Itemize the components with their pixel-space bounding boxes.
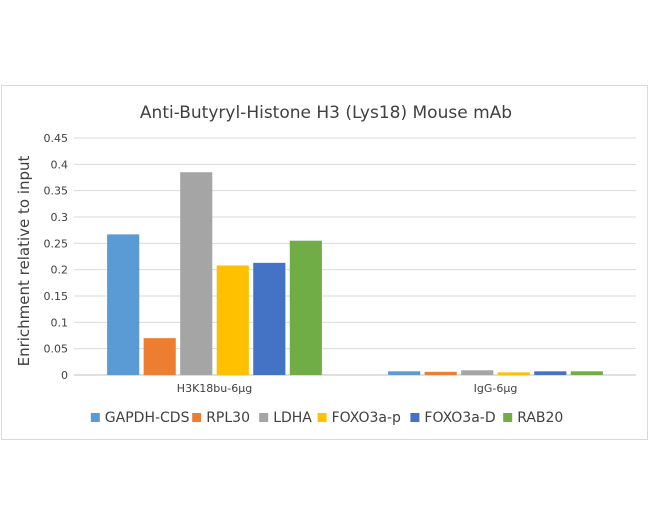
y-tick-label: 0.15 [44, 290, 69, 303]
bar-gapdh-cds-1 [388, 371, 421, 375]
bar-ldha-0 [180, 172, 213, 375]
bar-rpl30-1 [424, 371, 457, 375]
y-tick-label: 0.1 [51, 316, 69, 329]
chart-title: Anti-Butyryl-Histone H3 (Lys18) Mouse mA… [140, 103, 512, 123]
legend-label-foxo3a-d: FOXO3a-D [424, 410, 495, 426]
bar-gapdh-cds-0 [107, 234, 140, 375]
y-axis-label: Enrichment relative to input [15, 155, 33, 366]
chart-svg: Anti-Butyryl-Histone H3 (Lys18) Mouse mA… [15, 103, 636, 426]
y-tick-label: 0.3 [51, 211, 69, 224]
legend-label-ldha: LDHA [273, 410, 312, 426]
axes: 0 0.05 0.1 0.15 0.2 0.25 0.3 0.35 0.4 0.45 H3K18bu… [44, 132, 518, 395]
legend-label-foxo3a-p: FOXO3a-p [332, 410, 401, 426]
legend-swatch-ldha [259, 413, 269, 422]
bar-foxo3a-p-0 [216, 265, 249, 375]
legend-swatch-rab20 [503, 413, 513, 422]
bar-foxo3a-d-0 [253, 262, 286, 375]
legend-label-rab20: RAB20 [517, 410, 563, 426]
bar-ldha-1 [461, 370, 494, 375]
bar-foxo3a-d-1 [534, 371, 567, 375]
bar-foxo3a-p-1 [497, 372, 530, 375]
y-tick-label: 0.2 [51, 264, 69, 277]
x-category-label: IgG-6μg [474, 382, 518, 395]
x-category-label: H3K18bu-6μg [177, 382, 252, 395]
bars [107, 172, 603, 375]
legend-label-rpl30: RPL30 [206, 410, 250, 426]
legend: GAPDH-CDS RPL30 LDHA FOXO3a-p FOXO3a-D RAB20 [90, 410, 563, 426]
legend-swatch-foxo3a-d [410, 413, 420, 422]
y-tick-label: 0.05 [44, 343, 69, 356]
y-tick-label: 0.25 [44, 237, 69, 250]
bar-rab20-1 [570, 371, 603, 375]
chart-frame: Anti-Butyryl-Histone H3 (Lys18) Mouse mA… [1, 85, 648, 440]
y-tick-label: 0 [61, 369, 68, 382]
bar-rpl30-0 [143, 338, 176, 375]
legend-swatch-rpl30 [192, 413, 202, 422]
legend-swatch-foxo3a-p [317, 413, 327, 422]
y-tick-label: 0.4 [51, 158, 69, 171]
y-tick-label: 0.35 [44, 185, 69, 198]
y-tick-label: 0.45 [44, 132, 69, 145]
legend-swatch-gapdh-cds [90, 413, 100, 422]
legend-label-gapdh-cds: GAPDH-CDS [105, 410, 190, 426]
bar-rab20-0 [289, 240, 322, 375]
